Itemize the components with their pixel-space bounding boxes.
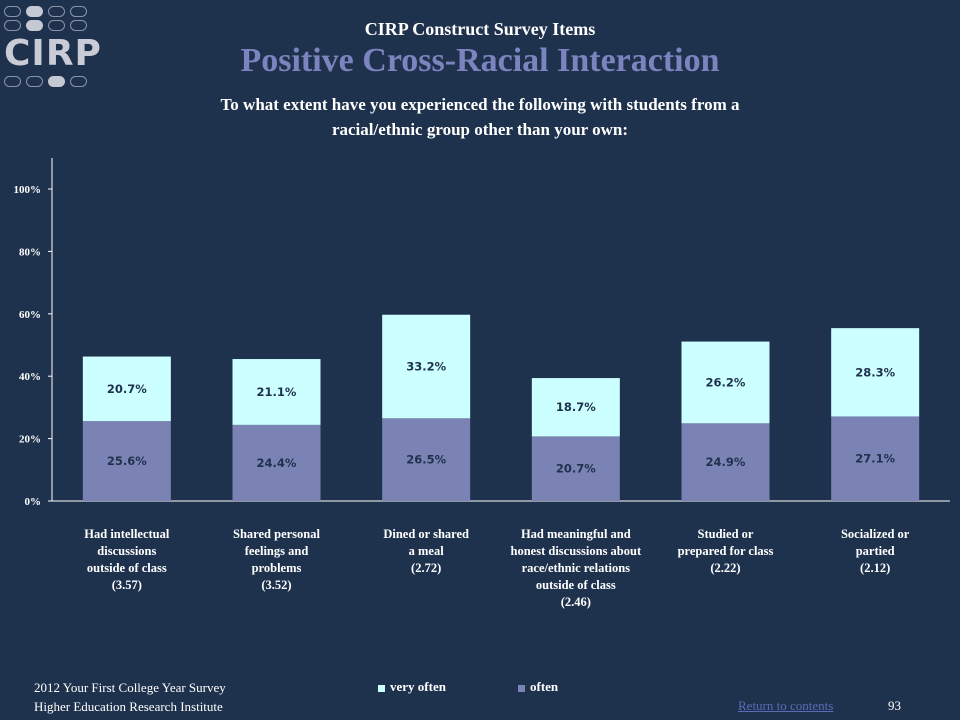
logo-text: CIRP: [4, 33, 102, 74]
logo-dot: [48, 20, 65, 31]
bar-often: [382, 418, 471, 501]
footer-credits: 2012 Your First College Year Survey High…: [34, 678, 226, 716]
data-label: 21.1%: [257, 385, 297, 399]
category-label: Dined or shared a meal (2.72): [351, 526, 501, 577]
category-label-line: Shared personal: [233, 527, 320, 541]
bar-often: [531, 436, 620, 501]
category-label-line: Dined or shared: [383, 527, 469, 541]
question-text: To what extent have you experienced the …: [220, 95, 740, 139]
legend-swatch-very-often: [378, 684, 385, 692]
footer-line2: Higher Education Research Institute: [34, 699, 223, 714]
data-label: 26.2%: [706, 375, 746, 389]
y-tick-label: 60%: [19, 309, 41, 321]
page-number: 93: [888, 698, 901, 713]
data-label: 20.7%: [556, 462, 596, 476]
logo-dot: [4, 6, 21, 17]
category-label-line: (2.46): [560, 595, 591, 609]
logo-dot: [4, 76, 21, 87]
bar-very-often: [531, 378, 620, 437]
category-label-line: feelings and: [244, 544, 309, 558]
bar-very-often: [831, 328, 920, 417]
bar-very-often: [382, 314, 471, 419]
data-label: 33.2%: [406, 360, 446, 374]
data-label: 25.6%: [107, 454, 147, 468]
y-tick-label: 80%: [19, 246, 41, 258]
category-label-line: (3.52): [261, 578, 292, 592]
category-label-line: Socialized or: [840, 527, 910, 541]
logo-dot: [4, 20, 21, 31]
category-label-line: (2.72): [411, 561, 442, 575]
category-label-line: (2.22): [710, 561, 741, 575]
category-label-line: Had intellectual: [84, 527, 170, 541]
category-label: Shared personal feelings and problems (3.52…: [202, 526, 352, 594]
y-tick-label: 100%: [14, 184, 42, 196]
data-label: 18.7%: [556, 400, 596, 414]
category-label-line: partied: [855, 544, 895, 558]
category-label-line: outside of class: [535, 578, 616, 592]
logo-dot: [70, 20, 87, 31]
logo-dot: [26, 20, 43, 31]
category-label-line: (2.12): [860, 561, 891, 575]
category-label-line: Studied or: [697, 527, 754, 541]
return-to-contents-link[interactable]: Return to contents: [738, 698, 834, 713]
data-label: 24.9%: [706, 455, 746, 469]
y-tick-label: 0%: [25, 496, 42, 508]
bar-very-often: [232, 359, 321, 425]
cirp-logo: CIRP: [0, 0, 101, 96]
bar-often: [82, 421, 171, 501]
category-label-line: honest discussions about: [510, 544, 642, 558]
data-label: 28.3%: [855, 365, 895, 379]
legend-label-very-often: very often: [390, 679, 446, 694]
bar-often: [681, 423, 770, 501]
construct-title: Positive Cross-Racial Interaction: [240, 42, 720, 79]
legend-often: often: [518, 679, 558, 695]
category-label-line: a meal: [408, 544, 444, 558]
category-label-line: Had meaningful and: [520, 527, 631, 541]
logo-dot: [48, 6, 65, 17]
category-label-line: race/ethnic relations: [521, 561, 631, 575]
footer-line1: 2012 Your First College Year Survey: [34, 680, 226, 695]
data-label: 20.7%: [107, 382, 147, 396]
category-label-line: problems: [251, 561, 302, 575]
logo-dot: [26, 6, 43, 17]
logo-dot: [70, 6, 87, 17]
legend-swatch-often: [518, 684, 525, 692]
bar-often: [831, 416, 920, 501]
logo-dot: [70, 76, 87, 87]
category-label: Had meaningful and honest discussions abo…: [501, 526, 651, 611]
bar-often: [232, 424, 321, 501]
category-label-line: prepared for class: [677, 544, 774, 558]
logo-dot: [26, 76, 43, 87]
data-label: 26.5%: [406, 453, 446, 467]
survey-title: CIRP Construct Survey Items: [364, 19, 596, 39]
data-label: 24.4%: [257, 456, 297, 470]
bar-very-often: [681, 341, 770, 424]
logo-dot: [48, 76, 65, 87]
category-label: Studied or prepared for class (2.22): [651, 526, 801, 577]
bar-very-often: [82, 356, 171, 422]
legend-label-often: often: [530, 679, 559, 694]
category-label-line: (3.57): [111, 578, 142, 592]
category-label-line: outside of class: [86, 561, 167, 575]
y-tick-label: 40%: [19, 371, 41, 383]
category-label: Socialized or partied (2.12): [800, 526, 950, 577]
stacked-bar-chart: 0% 20% 40% 60% 80% 100% 25.6% 20.7% 24.4% 21.1% 26…: [14, 158, 950, 508]
category-label-line: discussions: [97, 544, 157, 558]
legend-very-often: very often: [378, 679, 446, 695]
data-label: 27.1%: [855, 452, 895, 466]
y-tick-label: 20%: [19, 434, 41, 446]
category-label: Had intellectual discussions outside of cl…: [52, 526, 202, 594]
